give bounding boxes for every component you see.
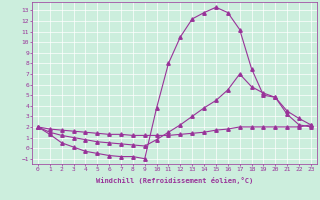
X-axis label: Windchill (Refroidissement éolien,°C): Windchill (Refroidissement éolien,°C): [96, 177, 253, 184]
